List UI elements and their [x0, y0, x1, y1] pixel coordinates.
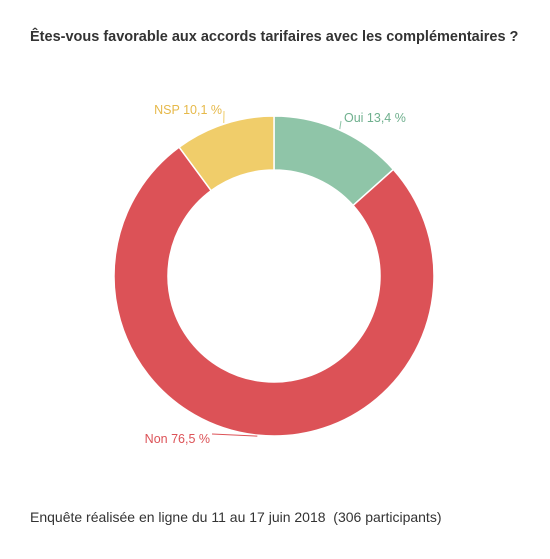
slice-nsp: [178, 115, 275, 192]
slice-label-oui: Oui 13,4 %: [344, 111, 406, 125]
leader-oui: [339, 120, 342, 130]
chart-title: Êtes-vous favorable aux accords tarifair…: [30, 29, 519, 45]
slice-label-non: Non 76,5 %: [145, 432, 210, 446]
survey-footnote: Enquête réalisée en ligne du 11 au 17 ju…: [30, 509, 442, 525]
donut-slices: [113, 115, 435, 437]
slice-labels: Oui 13,4 % Non 76,5 % NSP 10,1 %: [145, 103, 406, 446]
slice-non: [113, 146, 435, 437]
leader-non: [211, 433, 258, 437]
label-leaders: [211, 110, 342, 437]
slice-label-nsp: NSP 10,1 %: [154, 103, 222, 117]
